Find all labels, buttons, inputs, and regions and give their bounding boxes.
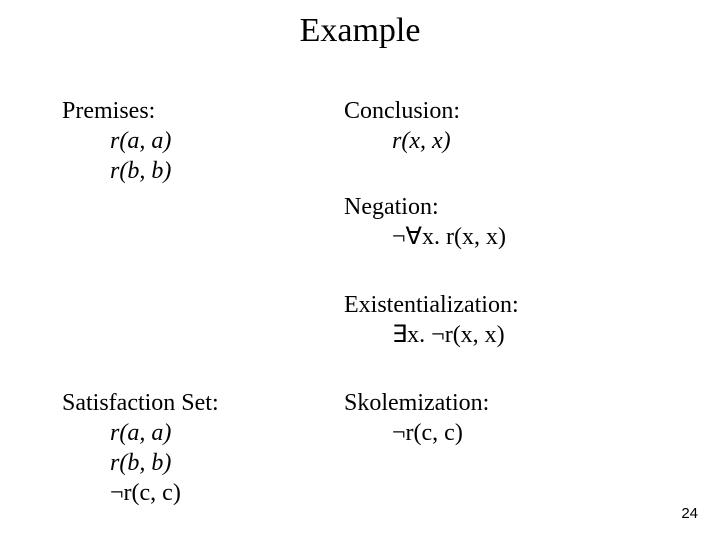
exist-line1: ∃x. ¬r(x, x) [344, 320, 519, 350]
exist-block: Existentialization: ∃x. ¬r(x, x) [344, 290, 519, 350]
conclusion-heading: Conclusion: [344, 96, 460, 126]
conclusion-line1: r(x, x) [344, 126, 460, 156]
satset-heading: Satisfaction Set: [62, 388, 219, 418]
exist-formula: ∃x. ¬r(x, x) [392, 322, 505, 348]
negation-line1: ¬∀x. r(x, x) [344, 222, 506, 252]
skolem-block: Skolemization: ¬r(c, c) [344, 388, 489, 448]
negation-block: Negation: ¬∀x. r(x, x) [344, 192, 506, 252]
premises-line1: r(a, a) [62, 126, 171, 156]
slide-title: Example [0, 12, 720, 50]
premises-line2: r(b, b) [62, 156, 171, 186]
premises-heading: Premises: [62, 96, 171, 126]
negation-formula: ¬∀x. r(x, x) [392, 224, 506, 250]
satset-block: Satisfaction Set: r(a, a) r(b, b) ¬r(c, … [62, 388, 219, 508]
negation-heading: Negation: [344, 192, 506, 222]
exist-heading: Existentialization: [344, 290, 519, 320]
satset-line3: ¬r(c, c) [62, 478, 219, 508]
slide: Example Premises: r(a, a) r(b, b) Conclu… [0, 0, 720, 540]
satset-line1: r(a, a) [62, 418, 219, 448]
skolem-heading: Skolemization: [344, 388, 489, 418]
page-number: 24 [681, 505, 698, 522]
satset-line2: r(b, b) [62, 448, 219, 478]
premises-block: Premises: r(a, a) r(b, b) [62, 96, 171, 186]
skolem-line1: ¬r(c, c) [344, 418, 489, 448]
conclusion-block: Conclusion: r(x, x) [344, 96, 460, 156]
